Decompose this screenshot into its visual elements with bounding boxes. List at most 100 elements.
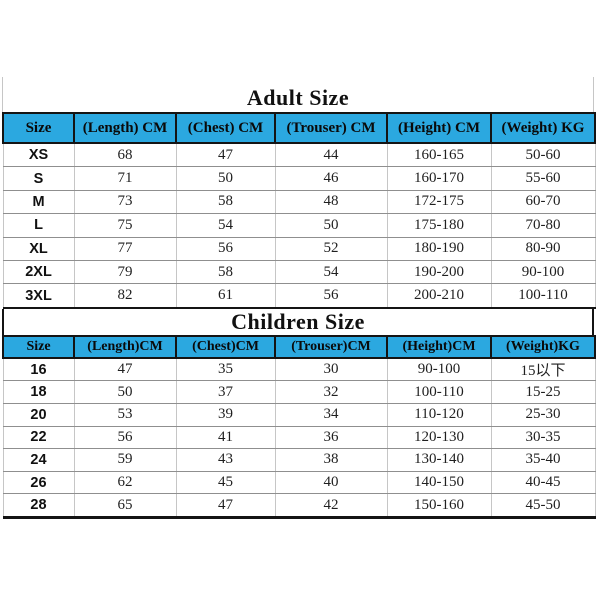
- value-cell: 47: [175, 142, 276, 168]
- children-size-table: Size (Length)CM (Chest)CM (Trouser)CM (H…: [2, 334, 596, 519]
- column-header-length: (Length)CM: [73, 334, 177, 359]
- table-row: 3XL 82 61 56 200-210 100-110: [2, 283, 596, 309]
- size-chart: Adult Size Size (Length) CM (Chest) CM (…: [2, 77, 596, 519]
- value-cell: 50: [175, 166, 276, 191]
- value-cell: 130-140: [386, 448, 492, 472]
- size-cell: 18: [2, 380, 75, 404]
- value-cell: 45-50: [490, 493, 596, 519]
- column-header-chest: (Chest)CM: [175, 334, 276, 359]
- value-cell: 65: [73, 493, 177, 519]
- size-cell: 26: [2, 470, 75, 495]
- value-cell: 52: [274, 236, 388, 261]
- value-cell: 80-90: [490, 236, 596, 261]
- size-cell: 3XL: [2, 283, 75, 309]
- column-header-length: (Length) CM: [73, 112, 177, 144]
- value-cell: 140-150: [386, 470, 492, 495]
- value-cell: 180-190: [386, 236, 492, 261]
- value-cell: 59: [73, 448, 177, 472]
- value-cell: 61: [175, 283, 276, 309]
- value-cell: 82: [73, 283, 177, 309]
- value-cell: 50: [274, 213, 388, 238]
- value-cell: 25-30: [490, 402, 596, 427]
- size-cell: L: [2, 213, 75, 238]
- value-cell: 15-25: [490, 380, 596, 404]
- children-size-title: Children Size: [2, 308, 594, 335]
- table-row: XS 68 47 44 160-165 50-60: [2, 142, 596, 168]
- column-header-trouser: (Trouser) CM: [274, 112, 388, 144]
- table-row: XL 77 56 52 180-190 80-90: [2, 236, 596, 261]
- value-cell: 40-45: [490, 470, 596, 495]
- value-cell: 56: [274, 283, 388, 309]
- value-cell: 56: [73, 425, 177, 450]
- value-cell: 54: [274, 259, 388, 285]
- value-cell: 36: [274, 425, 388, 450]
- value-cell: 47: [73, 357, 177, 382]
- table-row: 28 65 47 42 150-160 45-50: [2, 493, 596, 519]
- table-row: 16 47 35 30 90-100 15以下: [2, 357, 596, 382]
- table-row: 24 59 43 38 130-140 35-40: [2, 448, 596, 472]
- value-cell: 70-80: [490, 213, 596, 238]
- value-cell: 40: [274, 470, 388, 495]
- children-header-row: Size (Length)CM (Chest)CM (Trouser)CM (H…: [2, 334, 596, 359]
- value-cell: 44: [274, 142, 388, 168]
- value-cell: 110-120: [386, 402, 492, 427]
- value-cell: 77: [73, 236, 177, 261]
- size-cell: S: [2, 166, 75, 191]
- value-cell: 42: [274, 493, 388, 519]
- value-cell: 200-210: [386, 283, 492, 309]
- value-cell: 150-160: [386, 493, 492, 519]
- value-cell: 100-110: [490, 283, 596, 309]
- value-cell: 50-60: [490, 142, 596, 168]
- value-cell: 175-180: [386, 213, 492, 238]
- size-cell: XL: [2, 236, 75, 261]
- size-cell: 20: [2, 402, 75, 427]
- value-cell: 35: [175, 357, 276, 382]
- adult-size-title: Adult Size: [2, 77, 594, 112]
- column-header-size: Size: [2, 334, 75, 359]
- value-cell: 160-165: [386, 142, 492, 168]
- value-cell: 75: [73, 213, 177, 238]
- value-cell: 172-175: [386, 189, 492, 215]
- column-header-height: (Height) CM: [386, 112, 492, 144]
- value-cell: 58: [175, 189, 276, 215]
- value-cell: 62: [73, 470, 177, 495]
- value-cell: 38: [274, 448, 388, 472]
- table-row: 20 53 39 34 110-120 25-30: [2, 402, 596, 427]
- column-header-chest: (Chest) CM: [175, 112, 276, 144]
- value-cell: 34: [274, 402, 388, 427]
- value-cell: 32: [274, 380, 388, 404]
- value-cell: 47: [175, 493, 276, 519]
- value-cell: 100-110: [386, 380, 492, 404]
- column-header-height: (Height)CM: [386, 334, 492, 359]
- value-cell: 68: [73, 142, 177, 168]
- value-cell: 37: [175, 380, 276, 404]
- value-cell: 120-130: [386, 425, 492, 450]
- size-cell: 16: [2, 357, 75, 382]
- value-cell: 71: [73, 166, 177, 191]
- column-header-weight: (Weight)KG: [490, 334, 596, 359]
- column-header-weight: (Weight) KG: [490, 112, 596, 144]
- value-cell: 55-60: [490, 166, 596, 191]
- size-cell: XS: [2, 142, 75, 168]
- value-cell: 30: [274, 357, 388, 382]
- value-cell: 39: [175, 402, 276, 427]
- size-cell: 24: [2, 448, 75, 472]
- value-cell: 60-70: [490, 189, 596, 215]
- table-row: 2XL 79 58 54 190-200 90-100: [2, 259, 596, 285]
- table-row: M 73 58 48 172-175 60-70: [2, 189, 596, 215]
- value-cell: 54: [175, 213, 276, 238]
- value-cell: 90-100: [386, 357, 492, 382]
- value-cell: 90-100: [490, 259, 596, 285]
- value-cell: 48: [274, 189, 388, 215]
- adult-size-table: Size (Length) CM (Chest) CM (Trouser) CM…: [2, 112, 596, 309]
- value-cell: 15以下: [490, 357, 596, 382]
- children-table-body: 16 47 35 30 90-100 15以下 18 50 37 32 100-110 15-25 20…: [2, 357, 596, 519]
- table-row: S 71 50 46 160-170 55-60: [2, 166, 596, 191]
- size-cell: 2XL: [2, 259, 75, 285]
- value-cell: 43: [175, 448, 276, 472]
- column-header-size: Size: [2, 112, 75, 144]
- value-cell: 30-35: [490, 425, 596, 450]
- table-row: L 75 54 50 175-180 70-80: [2, 213, 596, 238]
- value-cell: 160-170: [386, 166, 492, 191]
